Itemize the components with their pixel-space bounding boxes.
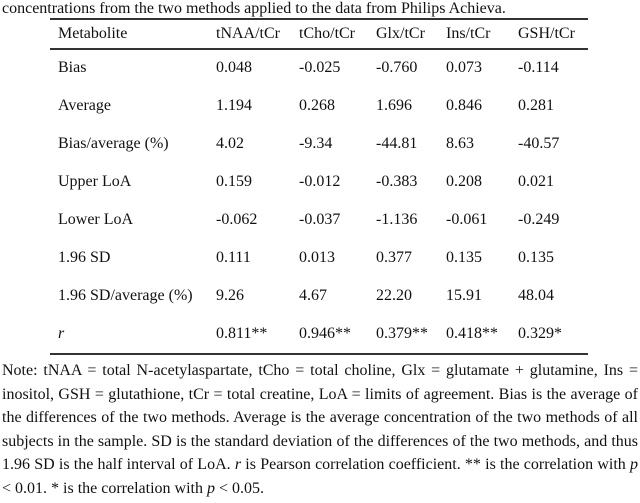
table-cell: -9.34 (299, 135, 333, 152)
table-cell: 8.63 (446, 135, 474, 152)
header-rule (50, 48, 588, 50)
table-row: 1.96 SD 0.111 0.013 0.377 0.135 0.135 (50, 239, 588, 277)
table-row: r 0.811** 0.946** 0.379** 0.418** 0.329* (50, 315, 588, 353)
table-cell: -0.012 (299, 173, 341, 190)
table-cell: 4.02 (216, 135, 244, 152)
table-row: Bias/average (%) 4.02 -9.34 -44.81 8.63 -40.5… (50, 125, 588, 163)
note-italic: r (234, 456, 242, 473)
table-row: Upper LoA 0.159 -0.012 -0.383 0.208 0.021 (50, 163, 588, 201)
table-cell: 0.159 (216, 173, 252, 190)
header-row: Metabolite tNAA/tCr tCho/tCr Glx/tCr Ins… (50, 19, 588, 49)
table-cell: -44.81 (376, 135, 418, 152)
table-cell: 0.073 (446, 59, 482, 76)
table-cell: 0.329* (518, 325, 562, 342)
note-text: < 0.01. * is the correlation with (2, 479, 207, 497)
table-cell: -0.037 (299, 211, 341, 228)
table-cell: -0.383 (376, 173, 418, 190)
table-cell: 0.268 (299, 97, 335, 114)
note-text: Note: tNAA = total N-acetylaspartate, tC… (2, 362, 638, 473)
note-italic: p (630, 456, 638, 473)
table-cell: 0.208 (446, 173, 482, 190)
row-label: Bias (58, 59, 87, 76)
table-row: Average 1.194 0.268 1.696 0.846 0.281 (50, 87, 588, 125)
table-cell: 0.135 (518, 249, 554, 266)
header-cell: GSH/tCr (518, 24, 575, 42)
top-rule (50, 18, 588, 20)
table-cell: 0.846 (446, 97, 482, 114)
table-cell: 48.04 (518, 287, 554, 304)
row-label: Upper LoA (58, 173, 132, 190)
table-row: 1.96 SD/average (%) 9.26 4.67 22.20 15.91 48.… (50, 277, 588, 315)
table-cell: 0.379** (376, 325, 428, 342)
table-cell: 0.281 (518, 97, 554, 114)
table-note: Note: tNAA = total N-acetylaspartate, tC… (2, 359, 638, 500)
table-cell: -0.062 (216, 211, 258, 228)
table-cell: -1.136 (376, 211, 418, 228)
row-label: r (58, 325, 65, 342)
table-cell: 0.021 (518, 173, 554, 190)
table-cell: 22.20 (376, 287, 412, 304)
header-cell: Metabolite (58, 24, 128, 42)
results-table: Metabolite tNAA/tCr tCho/tCr Glx/tCr Ins… (50, 19, 588, 353)
note-text: < 0.05. (214, 479, 265, 497)
table-cell: 0.811** (216, 325, 268, 342)
row-label: Bias/average (%) (58, 135, 169, 152)
table-cell: -0.061 (446, 211, 488, 228)
table-cell: 0.418** (446, 325, 498, 342)
row-label: 1.96 SD (58, 249, 111, 266)
table-cell: 0.946** (299, 325, 351, 342)
note-text: is Pearson correlation coefficient. ** i… (241, 456, 630, 473)
table-cell: 0.135 (446, 249, 482, 266)
table-cell: -0.760 (376, 59, 418, 76)
table-cell: -0.249 (518, 211, 560, 228)
header-cell: tNAA/tCr (216, 24, 280, 42)
table-row: Lower LoA -0.062 -0.037 -1.136 -0.061 -0.249 (50, 201, 588, 239)
table-cell: 0.377 (376, 249, 412, 266)
table-row: Bias 0.048 -0.025 -0.760 0.073 -0.114 (50, 49, 588, 87)
bottom-rule (50, 353, 588, 355)
table-cell: 4.67 (299, 287, 327, 304)
table-cell: -0.025 (299, 59, 341, 76)
table-cell: -0.114 (518, 59, 559, 76)
table-cell: 0.013 (299, 249, 335, 266)
table-cell: 9.26 (216, 287, 244, 304)
row-label: Lower LoA (58, 211, 134, 228)
table-cell: -40.57 (518, 135, 560, 152)
table-cell: 15.91 (446, 287, 482, 304)
table-caption-fragment: concentrations from the two methods appl… (2, 0, 506, 17)
header-cell: Ins/tCr (446, 24, 491, 42)
table-cell: 1.696 (376, 97, 412, 114)
row-label: Average (58, 97, 111, 114)
table-cell: 0.111 (216, 249, 251, 266)
header-cell: tCho/tCr (299, 24, 356, 42)
header-cell: Glx/tCr (376, 24, 425, 42)
table-cell: 1.194 (216, 97, 252, 114)
note-italic: p (206, 479, 215, 497)
row-label: 1.96 SD/average (%) (58, 287, 193, 304)
table-cell: 0.048 (216, 59, 252, 76)
